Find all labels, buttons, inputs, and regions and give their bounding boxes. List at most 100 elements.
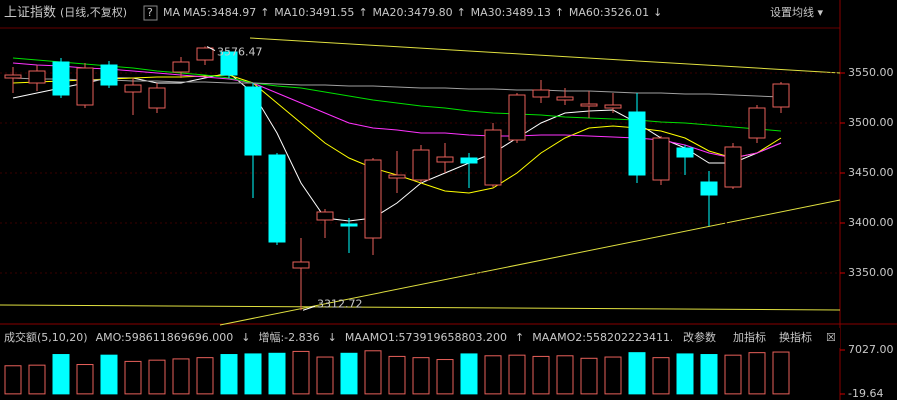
volume-bar xyxy=(724,354,742,395)
candle-body xyxy=(772,83,790,108)
legend-label: MA60:3526.01 xyxy=(569,6,649,19)
candle-body xyxy=(124,84,142,93)
volume-header: AMO:598611869696.000 xyxy=(96,331,234,344)
candle-body xyxy=(604,104,622,109)
volume-bar xyxy=(292,350,310,395)
y-tick-label: 3400.00 xyxy=(848,216,894,229)
volume-bar xyxy=(700,354,718,395)
candle-body xyxy=(76,67,94,106)
volume-bar xyxy=(172,358,190,395)
ma-prefix: MA xyxy=(163,6,180,19)
legend-label: MA10:3491.55 xyxy=(274,6,354,19)
candle-body xyxy=(508,94,526,141)
volume-bar xyxy=(604,356,622,395)
volume-header: 增幅:-2.836 xyxy=(258,330,319,344)
settings-button[interactable]: 设置均线 ▾ xyxy=(770,5,823,19)
candle-body xyxy=(220,51,238,76)
volume-bar xyxy=(460,353,478,395)
candle-body xyxy=(460,157,478,164)
candle-body xyxy=(700,181,718,196)
volume-header: MAAMO2:558202223411.200 xyxy=(532,331,694,344)
candle-body xyxy=(532,89,550,98)
help-box[interactable] xyxy=(143,5,158,21)
volume-bar xyxy=(772,351,790,395)
candle-body xyxy=(484,129,502,186)
help-button[interactable]: ? xyxy=(147,6,153,19)
candle-body xyxy=(388,174,406,179)
volume-bar xyxy=(484,355,502,395)
volume-bar xyxy=(628,352,646,395)
volume-bar xyxy=(412,357,430,395)
volume-bar xyxy=(556,355,574,395)
button-bg xyxy=(672,328,840,348)
header-bg xyxy=(326,331,327,332)
volume-bar xyxy=(124,360,142,395)
candle-body xyxy=(652,137,670,181)
candle-body xyxy=(364,159,382,239)
subtitle: (日线,不复权) xyxy=(60,5,127,19)
volume-bar xyxy=(436,359,454,395)
y-tick-label: 7027.00 xyxy=(848,343,894,356)
ma-line xyxy=(12,57,782,132)
candle-body xyxy=(580,103,598,107)
legend-arrow: ↑ xyxy=(555,6,564,19)
y-tick-label: 3500.00 xyxy=(848,116,894,129)
header-bg xyxy=(94,331,95,332)
panel-button[interactable]: ☒ xyxy=(826,331,836,344)
candle-body xyxy=(628,111,646,176)
candle-body xyxy=(724,146,742,188)
y-tick-label: -19.64 xyxy=(848,387,883,400)
volume-bar xyxy=(244,353,262,395)
volume-bar xyxy=(148,359,166,395)
candle-body xyxy=(268,154,286,243)
volume-bar xyxy=(508,354,526,395)
ma-line xyxy=(12,77,782,98)
candle-body xyxy=(4,74,22,79)
volume-bar xyxy=(28,364,46,395)
volume-bar xyxy=(4,365,22,395)
volume-bar xyxy=(52,354,70,395)
candle-body xyxy=(28,70,46,84)
volume-bar xyxy=(340,352,358,395)
candle-body xyxy=(748,107,766,139)
candle-body xyxy=(292,261,310,269)
volume-header: MAAMO1:573919658803.200 xyxy=(345,331,507,344)
annotation-pointer xyxy=(302,305,316,311)
volume-header: 成交额(5,10,20) xyxy=(4,330,88,344)
header-bg xyxy=(2,331,3,332)
volume-bar xyxy=(532,355,550,395)
volume-bar xyxy=(364,350,382,395)
volume-header: ↓ xyxy=(241,331,250,344)
candle-body xyxy=(436,156,454,163)
volume-bar xyxy=(100,354,118,395)
volume-header: ↓ xyxy=(328,331,337,344)
candle-body xyxy=(52,61,70,96)
trend-line xyxy=(219,199,841,326)
header-bg xyxy=(343,331,344,332)
panel-button[interactable]: 改参数 xyxy=(683,330,716,344)
header-bg xyxy=(513,331,514,332)
candle-body xyxy=(340,223,358,227)
candle-body xyxy=(100,64,118,86)
legend-label: MA5:3484.97 xyxy=(183,6,256,19)
chart-title: 上证指数 xyxy=(4,6,56,21)
volume-bar xyxy=(316,356,334,395)
y-tick-label: 3450.00 xyxy=(848,166,894,179)
candle-body xyxy=(196,47,214,61)
y-tick-label: 3350.00 xyxy=(848,266,894,279)
candle-body xyxy=(148,87,166,109)
legend-arrow: ↑ xyxy=(260,6,269,19)
y-tick-label: 3550.00 xyxy=(848,66,894,79)
volume-bar xyxy=(196,357,214,395)
header-bg xyxy=(239,331,240,332)
low-annotation: 3312.72 xyxy=(317,297,363,310)
header-bg xyxy=(256,331,257,332)
legend-label: MA30:3489.13 xyxy=(471,6,551,19)
volume-header: ↑ xyxy=(515,331,524,344)
panel-button[interactable]: 换指标 xyxy=(779,330,812,344)
panel-button[interactable]: 加指标 xyxy=(733,330,766,344)
candle-body xyxy=(556,96,574,101)
volume-bar xyxy=(76,364,94,395)
volume-bar xyxy=(580,357,598,395)
